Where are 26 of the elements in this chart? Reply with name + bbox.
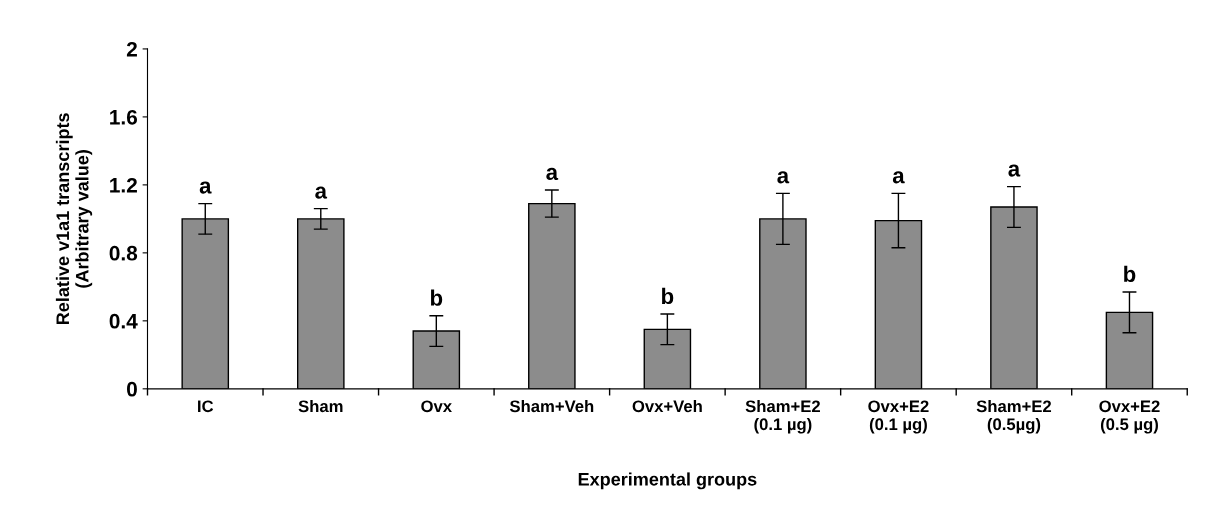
x-tick-label: Ovx: [421, 400, 452, 413]
x-axis-title: Experimental groups: [578, 472, 757, 490]
annotation: b: [430, 289, 443, 306]
annotation: a: [777, 171, 790, 184]
x-tick-label: Sham+Veh: [509, 399, 594, 413]
y-tick-label: 0.4: [109, 313, 138, 329]
y-tick-label: 1.2: [110, 177, 137, 193]
annotation: a: [546, 167, 559, 181]
annotation: b: [1124, 265, 1136, 283]
y-axis-title: Relative v1a1 transcripts (Arbitrary value): [55, 113, 93, 325]
annotation: a: [199, 181, 212, 194]
x-tick-label: Ovx+E2 (0.1 µg): [868, 400, 929, 434]
annotation: b: [662, 287, 674, 305]
y-tick-label: 0: [127, 381, 137, 397]
y-tick-label: 2: [126, 41, 137, 57]
annotation: a: [892, 171, 905, 184]
x-tick-label: Ovx+Veh: [632, 399, 702, 413]
x-tick-label: Sham+E2 (0.5µg): [976, 399, 1052, 434]
x-tick-label: Sham+E2 (0.1 µg): [745, 399, 820, 434]
y-tick-label: 0.8: [109, 245, 138, 261]
x-tick-label: Sham: [298, 399, 343, 413]
annotation: a: [315, 186, 328, 199]
y-tick-label: 1.6: [110, 109, 138, 125]
annotation: a: [1008, 164, 1021, 177]
x-tick-label: IC: [198, 400, 214, 413]
x-tick-label: Ovx+E2 (0.5 µg): [1099, 400, 1160, 434]
